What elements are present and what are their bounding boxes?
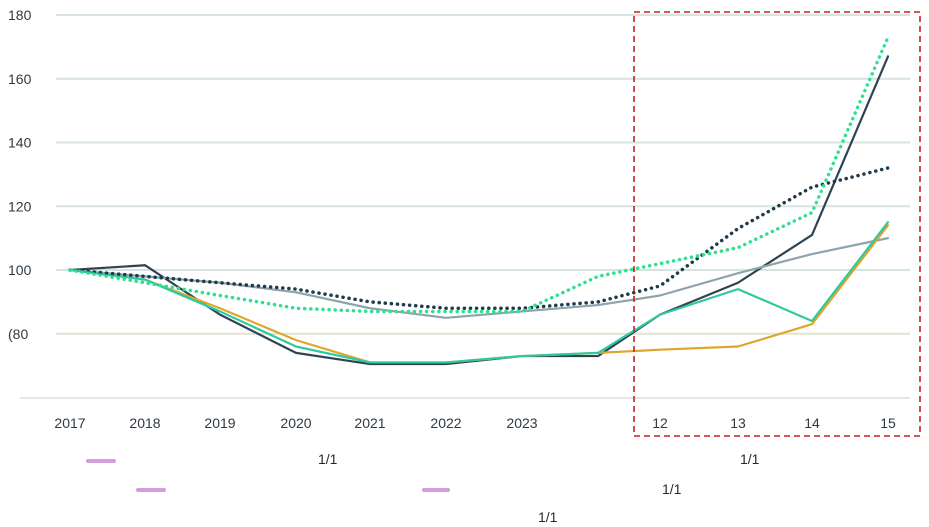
y-tick-label: 160 xyxy=(8,71,32,87)
grid-lines xyxy=(20,14,910,399)
y-tick-label: 120 xyxy=(8,198,32,214)
x-tick-label: 2019 xyxy=(204,415,235,431)
x-axis-ticks: 2017 2018 2019 2020 2021 2022 2023 12 13 14 15 xyxy=(54,415,896,431)
legend-swatch xyxy=(422,488,450,492)
series-line-5 xyxy=(68,166,890,310)
x-tick-label: 2018 xyxy=(129,415,160,431)
y-tick-label: 140 xyxy=(8,135,32,151)
x-tick-label: 2020 xyxy=(280,415,311,431)
page-label: 1/1 xyxy=(740,451,760,467)
x-tick-label: 2017 xyxy=(54,415,85,431)
x-tick-label: 2021 xyxy=(354,415,385,431)
y-tick-label: 180 xyxy=(8,7,32,23)
legend-swatch xyxy=(86,459,116,463)
x-tick-label: 15 xyxy=(880,415,896,431)
series-line-2 xyxy=(68,237,890,319)
x-tick-label: 12 xyxy=(652,415,668,431)
y-tick-label: 100 xyxy=(8,262,32,278)
series-line-1 xyxy=(68,55,890,366)
series-lines xyxy=(68,35,890,366)
series-line-3 xyxy=(68,224,890,364)
x-tick-label: 2023 xyxy=(506,415,537,431)
x-tick-label: 14 xyxy=(804,415,820,431)
page-label: 1/1 xyxy=(662,481,682,497)
x-tick-label: 2022 xyxy=(430,415,461,431)
page-label: 1/1 xyxy=(538,509,558,525)
forecast-highlight-box xyxy=(633,11,921,437)
legend-swatch xyxy=(136,488,166,492)
series-line-6 xyxy=(68,35,890,314)
y-tick-label: (80 xyxy=(8,326,28,342)
x-tick-label: 13 xyxy=(730,415,746,431)
y-axis-ticks: (80 100 120 140 160 180 xyxy=(8,7,32,342)
page-label: 1/1 xyxy=(318,451,338,467)
series-line-4 xyxy=(68,221,890,364)
